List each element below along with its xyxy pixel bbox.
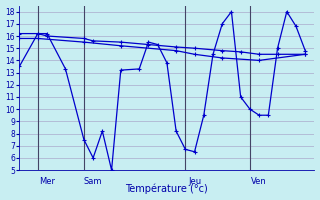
X-axis label: Température (°c): Température (°c) — [125, 184, 208, 194]
Text: Sam: Sam — [84, 177, 102, 186]
Text: Jeu: Jeu — [188, 177, 201, 186]
Text: Ven: Ven — [251, 177, 267, 186]
Text: Mer: Mer — [39, 177, 55, 186]
